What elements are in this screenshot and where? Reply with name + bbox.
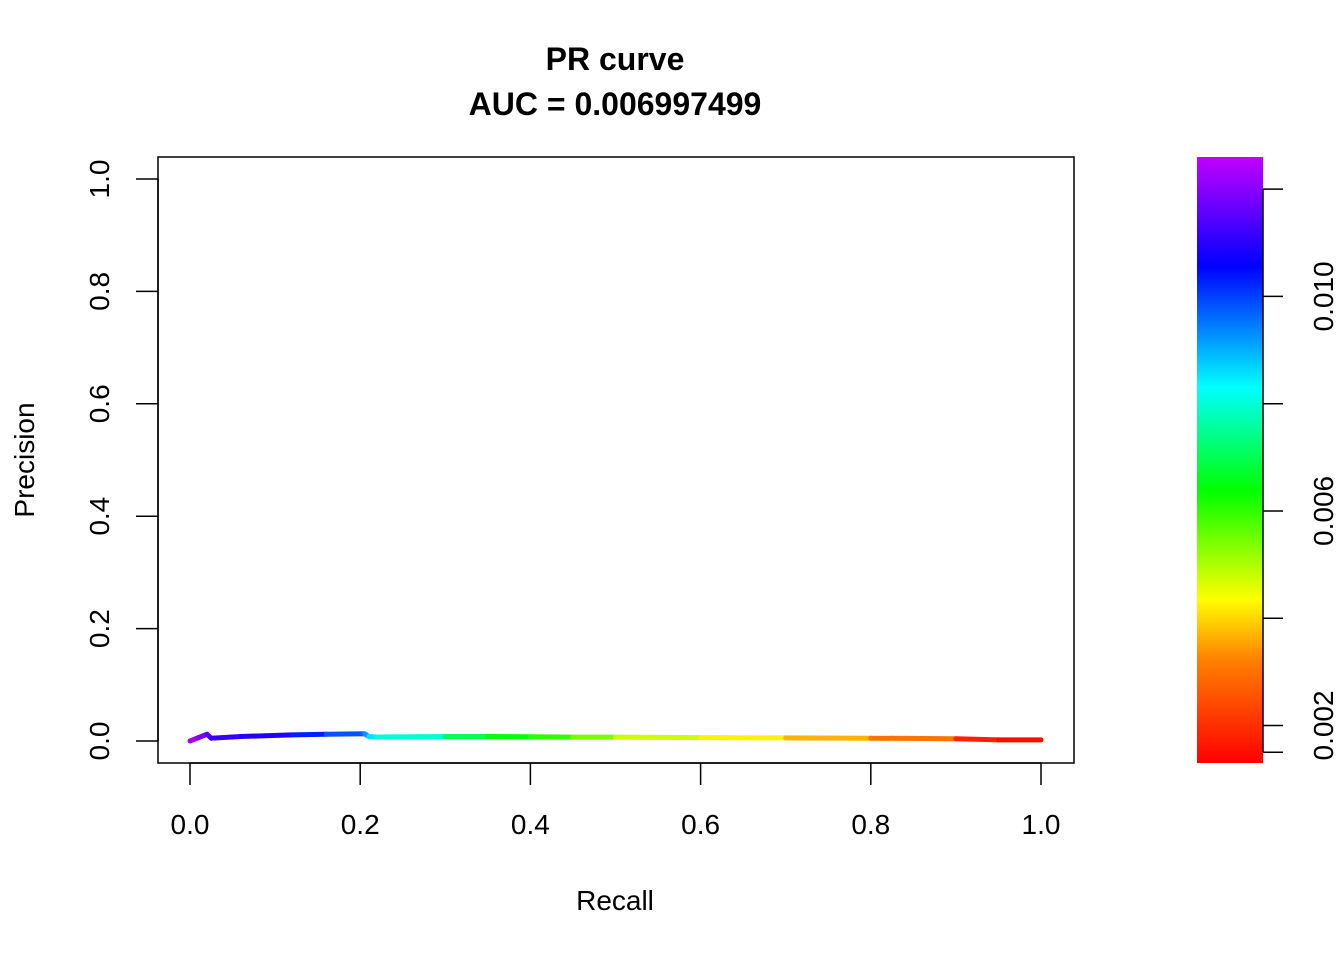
curve-segment: [238, 732, 295, 740]
y-tick-label: 1.0: [84, 160, 115, 199]
x-axis-label: Recall: [576, 885, 654, 916]
colorbar-tick-label: 0.006: [1308, 476, 1339, 546]
y-axis-label: Precision: [9, 402, 40, 517]
y-axis: 0.0 0.2 0.4 0.6 0.8 1.0: [84, 160, 159, 761]
curve-segment: [374, 734, 448, 740]
colorbar-tick-label: 0.002: [1308, 690, 1339, 760]
y-tick-label: 0.2: [84, 609, 115, 648]
chart-subtitle: AUC = 0.006997499: [469, 86, 762, 122]
x-tick-label: 0.4: [511, 809, 550, 840]
y-tick-label: 0.6: [84, 384, 115, 423]
x-tick-label: 1.0: [1022, 809, 1061, 840]
curve-segment: [613, 734, 704, 741]
curve-segment: [208, 734, 244, 741]
curve-segment: [868, 735, 959, 742]
colorbar: [1197, 157, 1263, 763]
x-axis: 0.0 0.2 0.4 0.6 0.8 1.0: [171, 762, 1061, 840]
curve-segment: [953, 736, 1001, 743]
y-tick-label: 0.0: [84, 722, 115, 761]
curve-segment: [323, 731, 367, 737]
x-tick-label: 0.0: [171, 809, 210, 840]
x-tick-label: 0.6: [681, 809, 720, 840]
colorbar-axis: 0.002 0.006 0.010: [1262, 188, 1339, 760]
curve-segment: [289, 731, 329, 738]
y-tick-label: 0.4: [84, 497, 115, 536]
chart-title: PR curve: [546, 41, 685, 77]
pr-curve-series: [187, 731, 1044, 744]
x-tick-label: 0.8: [851, 809, 890, 840]
y-tick-label: 0.8: [84, 272, 115, 311]
x-tick-label: 0.2: [341, 809, 380, 840]
plot-frame: [157, 156, 1075, 764]
colorbar-tick-label: 0.010: [1308, 261, 1339, 331]
